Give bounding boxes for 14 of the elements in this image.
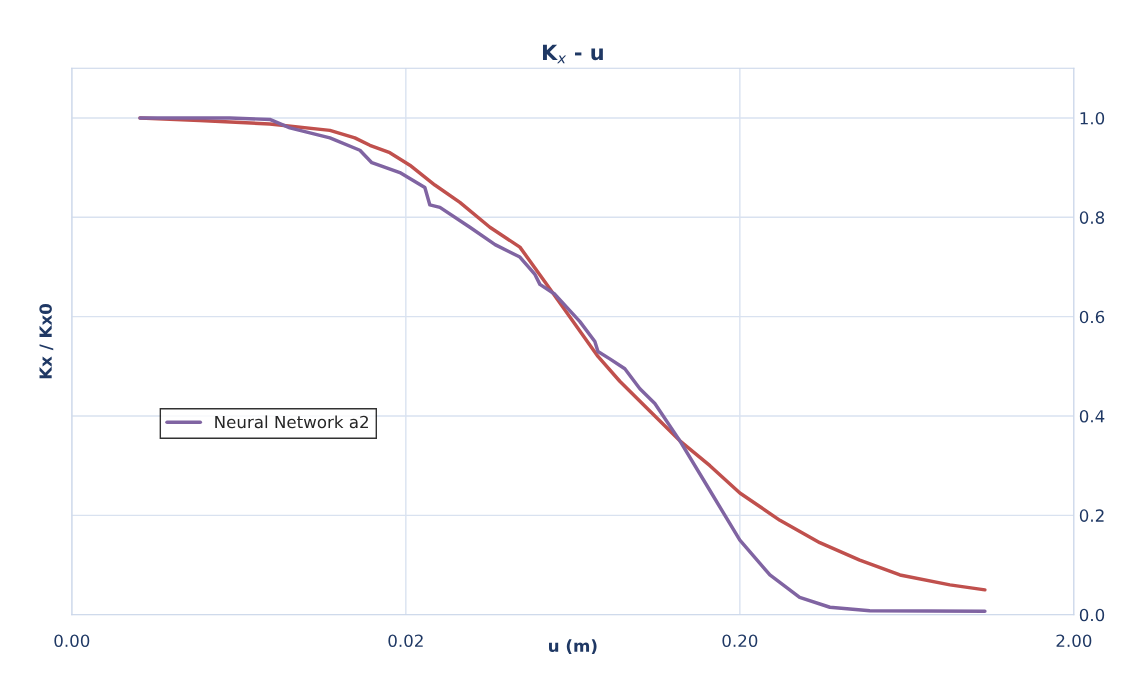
y-tick-label: 0.8 bbox=[1079, 211, 1105, 224]
y-tick-label: 0.2 bbox=[1079, 509, 1104, 522]
y-tick-label: 0.6 bbox=[1079, 310, 1105, 324]
y-axis-title: Kx / Kx0 bbox=[39, 303, 54, 379]
chart-title: K$_{x}$ - u bbox=[542, 44, 603, 64]
y-tick-label: 0.4 bbox=[1079, 409, 1105, 423]
x-tick-label: 2.00 bbox=[1056, 634, 1092, 648]
y-tick-label: 1.0 bbox=[1080, 111, 1105, 125]
x-tick-label: 0.20 bbox=[722, 634, 758, 648]
y-tick-label: 0.0 bbox=[1079, 608, 1105, 622]
x-axis-title: u (m) bbox=[549, 639, 597, 655]
x-tick-label: 0.00 bbox=[54, 634, 90, 648]
legend-label: Neural Network a2 bbox=[215, 415, 368, 429]
x-tick-label: 0.02 bbox=[388, 634, 423, 648]
